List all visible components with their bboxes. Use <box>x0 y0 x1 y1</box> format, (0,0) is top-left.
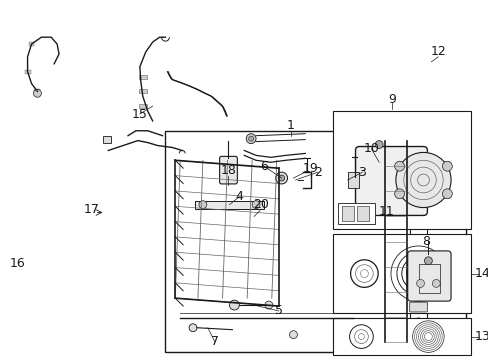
Text: 18: 18 <box>220 164 236 177</box>
Text: 7: 7 <box>210 335 218 348</box>
Circle shape <box>278 175 284 181</box>
Circle shape <box>424 257 431 265</box>
Bar <box>195 201 264 208</box>
Text: 14: 14 <box>474 267 488 280</box>
Circle shape <box>229 300 239 310</box>
Text: 1: 1 <box>286 119 294 132</box>
Circle shape <box>442 189 451 199</box>
Circle shape <box>252 201 260 208</box>
Circle shape <box>395 152 450 208</box>
Circle shape <box>416 279 424 287</box>
Text: 19: 19 <box>302 162 317 175</box>
Circle shape <box>289 331 297 338</box>
FancyBboxPatch shape <box>409 302 427 312</box>
Text: 6: 6 <box>260 160 267 173</box>
Circle shape <box>374 141 382 148</box>
Bar <box>28 42 34 46</box>
Bar <box>332 234 470 313</box>
Circle shape <box>245 134 256 144</box>
Text: 17: 17 <box>83 203 100 216</box>
Text: 15: 15 <box>132 108 147 121</box>
Circle shape <box>248 136 253 141</box>
Circle shape <box>275 172 287 184</box>
Bar <box>340 177 367 187</box>
Circle shape <box>199 201 206 208</box>
Bar <box>347 172 359 188</box>
Circle shape <box>33 89 41 97</box>
Bar <box>418 264 439 293</box>
Bar <box>409 145 427 338</box>
Text: 16: 16 <box>10 257 25 270</box>
Bar <box>103 136 111 143</box>
Text: 8: 8 <box>422 235 429 248</box>
Bar <box>139 89 146 93</box>
Circle shape <box>442 161 451 171</box>
Text: 3: 3 <box>358 166 366 179</box>
Bar <box>341 206 353 221</box>
Bar <box>332 318 470 355</box>
Bar <box>139 75 146 78</box>
Text: 13: 13 <box>474 330 488 343</box>
FancyBboxPatch shape <box>219 156 237 184</box>
Bar <box>357 206 368 221</box>
Text: 2: 2 <box>313 166 322 179</box>
Circle shape <box>394 189 404 199</box>
Text: 4: 4 <box>235 190 243 203</box>
Text: 12: 12 <box>429 45 445 58</box>
Text: 9: 9 <box>387 93 395 106</box>
Bar <box>332 111 470 229</box>
Bar <box>34 89 41 93</box>
Circle shape <box>264 301 272 309</box>
Bar <box>165 131 465 352</box>
Bar <box>24 70 30 74</box>
FancyBboxPatch shape <box>407 251 450 301</box>
Text: 11: 11 <box>378 205 394 218</box>
FancyBboxPatch shape <box>355 147 427 215</box>
Text: 5: 5 <box>274 305 282 318</box>
Bar <box>139 104 146 108</box>
Circle shape <box>431 279 439 287</box>
Circle shape <box>394 161 404 171</box>
Bar <box>337 203 374 224</box>
Text: 20: 20 <box>252 198 268 211</box>
Circle shape <box>189 324 197 332</box>
Text: 10: 10 <box>363 142 378 155</box>
